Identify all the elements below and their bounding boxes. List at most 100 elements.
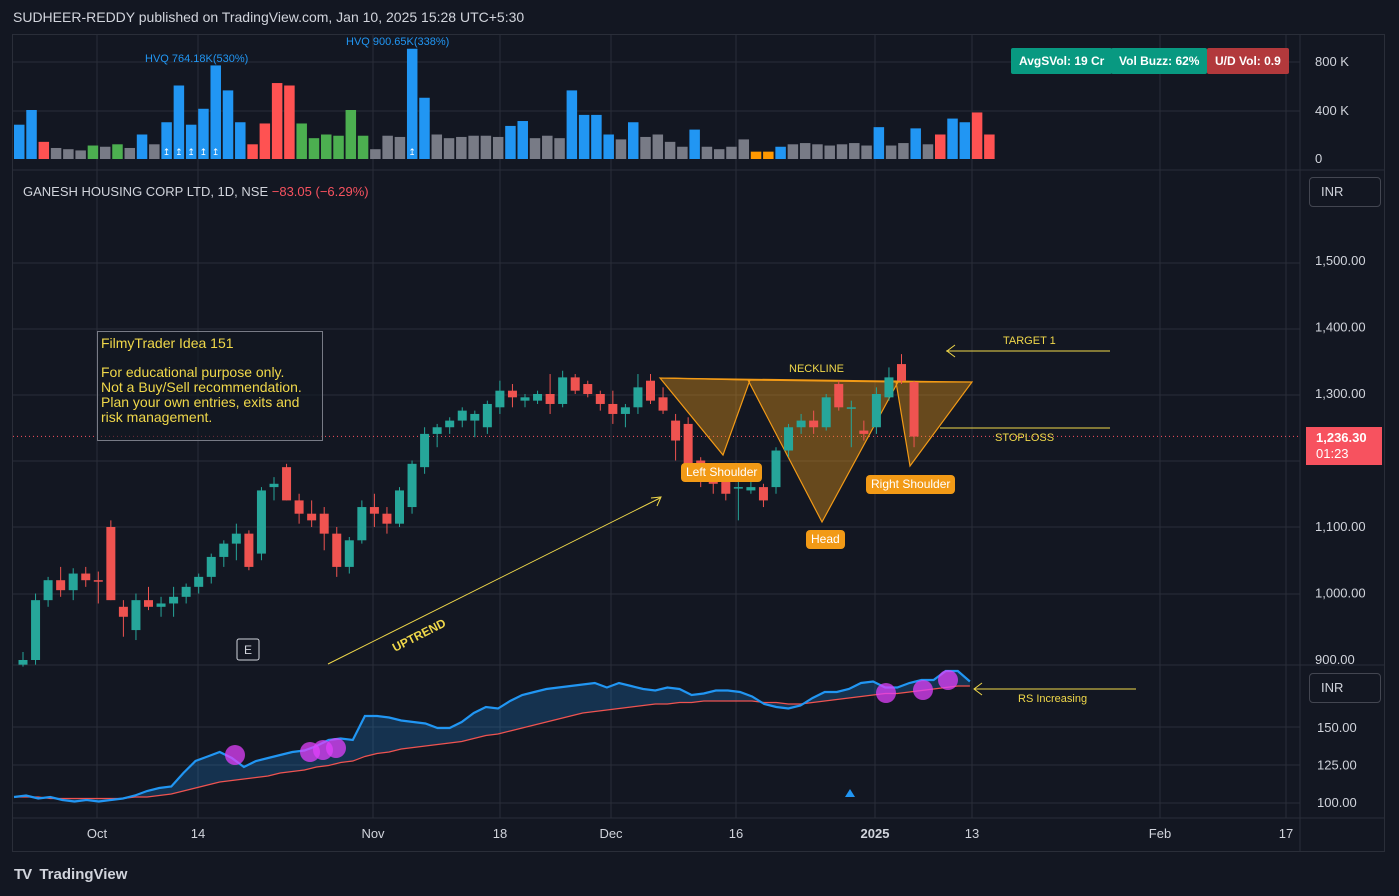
volume-bar xyxy=(112,144,123,159)
volume-bar xyxy=(468,135,479,159)
candle-body xyxy=(206,556,216,577)
stoploss-label: STOPLOSS xyxy=(995,432,1055,444)
target-label: TARGET 1 xyxy=(1003,335,1056,347)
candle-body xyxy=(307,513,317,521)
volume-bar xyxy=(149,144,160,159)
candle-body xyxy=(683,423,693,468)
volume-bar xyxy=(799,143,811,159)
head-label: Head xyxy=(806,530,845,549)
candle-body xyxy=(231,533,241,544)
candle-body xyxy=(56,580,66,591)
volume-bar xyxy=(63,149,74,159)
volume-bar xyxy=(419,97,430,159)
candle-body xyxy=(884,377,894,398)
volume-bar xyxy=(14,124,25,159)
rs-new-high-marker xyxy=(225,745,245,765)
time-axis: Oct 14 Nov 18 Dec 16 2025 13 Feb 17 xyxy=(87,826,1293,841)
volume-bar xyxy=(38,141,50,159)
candle-body xyxy=(821,397,831,428)
volume-bar xyxy=(99,146,111,159)
volume-bar xyxy=(861,145,872,159)
signal-triangle-icon xyxy=(845,789,855,797)
volume-bar xyxy=(321,134,332,159)
volume-axis: 800 K 400 K 0 xyxy=(1315,54,1349,166)
avg-volume-badge: AvgSVol: 19 Cr xyxy=(1011,48,1113,74)
rs-tick-label: 125.00 xyxy=(1317,758,1357,773)
time-tick-label: Nov xyxy=(361,826,385,841)
volume-bar xyxy=(885,145,897,159)
candle-body xyxy=(558,377,568,404)
candle-body xyxy=(344,540,354,567)
hvq-up-arrow: ↥ xyxy=(212,147,220,157)
currency-button-rs[interactable]: INR xyxy=(1309,673,1381,703)
volume-bar xyxy=(542,135,553,159)
candle-body xyxy=(721,480,731,494)
candle-body xyxy=(181,586,191,597)
candle-body xyxy=(432,427,442,434)
candle-body xyxy=(796,420,806,428)
rs-indicator xyxy=(13,669,971,803)
tradingview-logo-icon: TV xyxy=(14,866,32,883)
candle-body xyxy=(18,660,28,665)
volume-bar xyxy=(984,134,995,159)
volume-bar xyxy=(222,90,234,159)
price-tick-label: 1,300.00 xyxy=(1315,386,1366,401)
candle-body xyxy=(671,420,681,441)
hvq-label: HVQ 900.65K(338%) xyxy=(346,36,449,48)
volume-bar xyxy=(603,134,614,159)
bar-countdown: 01:23 xyxy=(1316,446,1349,461)
right-shoulder-label: Right Shoulder xyxy=(866,475,956,494)
candle-body xyxy=(658,397,668,411)
note-body: For educational purpose only. Not a Buy/… xyxy=(101,364,302,425)
volume-bar xyxy=(701,146,713,159)
candle-body xyxy=(646,380,655,401)
uptrend-arrow-icon xyxy=(650,496,662,507)
time-tick-label: Oct xyxy=(87,826,108,841)
candle-body xyxy=(31,600,41,660)
volume-bar xyxy=(259,123,271,159)
volume-bar xyxy=(775,146,786,159)
volume-bar xyxy=(836,144,848,159)
volume-bar xyxy=(640,136,651,159)
price-axis: 1,500.00 1,400.00 1,300.00 1,100.00 1,000.00… xyxy=(13,253,1366,667)
volume-bar xyxy=(738,139,750,159)
footer-brand[interactable]: TV TradingView xyxy=(14,866,127,883)
vol-buzz-badge: Vol Buzz: 62% xyxy=(1111,48,1208,74)
volume-bar xyxy=(898,143,909,159)
volume-bar xyxy=(922,144,934,159)
rs-new-high-marker xyxy=(876,683,896,703)
rs-tick-label: 150.00 xyxy=(1317,720,1357,735)
volume-bar xyxy=(382,135,393,159)
candle-body xyxy=(897,364,906,381)
neckline-shape xyxy=(659,377,973,383)
volume-bar xyxy=(628,122,639,159)
price-tick-label: 1,400.00 xyxy=(1315,320,1366,335)
volume-bar xyxy=(394,136,406,159)
volume-bar xyxy=(505,125,516,159)
volume-bar xyxy=(873,127,885,159)
rs-increasing-label: RS Increasing xyxy=(1018,693,1088,705)
volume-bar xyxy=(308,138,320,159)
hvq-up-arrow: ↥ xyxy=(163,147,171,157)
candle-body xyxy=(194,576,204,587)
volume-bar xyxy=(849,143,860,159)
volume-bar xyxy=(75,150,86,159)
volume-bar xyxy=(271,83,283,159)
volume-bar xyxy=(406,48,418,159)
candle-body xyxy=(332,533,342,567)
candle-body xyxy=(369,507,379,514)
rs-tick-label: 100.00 xyxy=(1317,795,1357,810)
candle-body xyxy=(909,382,919,437)
candle-body xyxy=(871,394,881,428)
candle-body xyxy=(495,390,505,408)
publish-header: SUDHEER-REDDY published on TradingView.c… xyxy=(13,9,525,25)
left-shoulder-label: Left Shoulder xyxy=(681,463,763,482)
currency-button-price[interactable]: INR xyxy=(1309,177,1381,207)
volume-bar xyxy=(284,85,295,159)
candle-body xyxy=(282,467,292,501)
volume-bar xyxy=(554,138,565,159)
volume-bar xyxy=(456,136,467,159)
rs-new-high-marker xyxy=(938,670,958,690)
last-price-tag: 1,236.30 01:23 xyxy=(1306,427,1382,465)
